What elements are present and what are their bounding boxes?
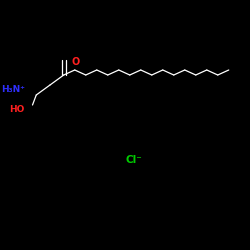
Text: O: O: [72, 57, 80, 67]
Text: Cl⁻: Cl⁻: [125, 155, 142, 165]
Text: H₃N⁺: H₃N⁺: [1, 86, 25, 94]
Text: HO: HO: [9, 106, 24, 114]
